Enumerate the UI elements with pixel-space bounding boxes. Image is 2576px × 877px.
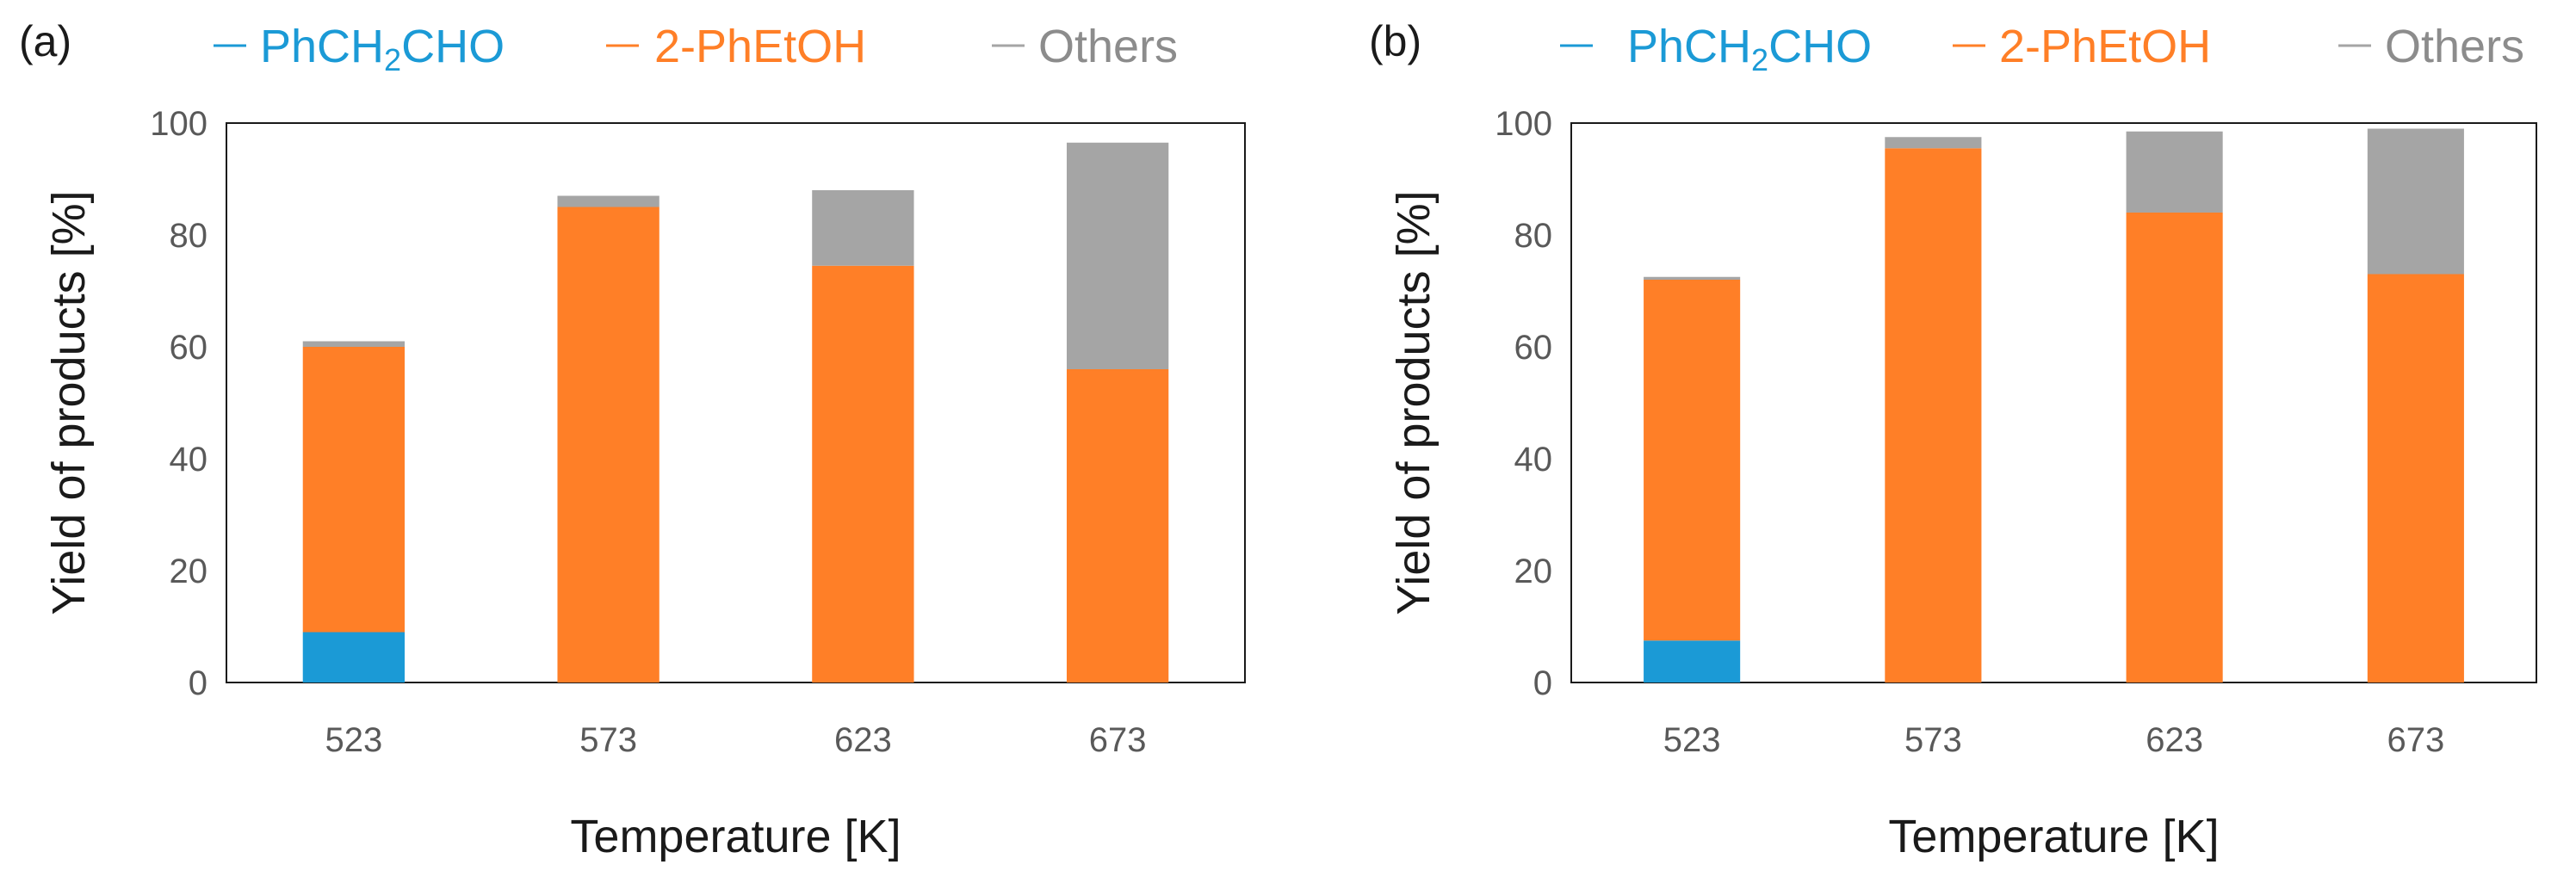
x-tick-label: 573 — [579, 721, 637, 759]
bar-2-phetoh-623 — [2126, 213, 2223, 682]
y-axis-title-b: Yield of products [%] — [1388, 190, 1440, 615]
bar-2-phetoh-573 — [1885, 148, 1982, 682]
x-axis-title-a: Temperature [K] — [570, 811, 901, 862]
bar-2-phetoh-523 — [1644, 280, 1741, 641]
bar-others-623 — [2126, 131, 2223, 213]
y-tick-label: 0 — [189, 664, 207, 702]
legend-label-2-phetoh: 2-PhEtOH — [1999, 21, 2211, 72]
plot-frame — [1570, 122, 2537, 683]
plot-area-a: 0 20 40 60 80 100 523 573 623 673 — [150, 105, 1246, 759]
legend-item-phch2cho: PhCH2CHO — [214, 21, 505, 77]
bar-2-phetoh-523 — [302, 347, 406, 633]
y-tick-label: 20 — [1514, 553, 1553, 590]
y-tick-label: 100 — [1495, 105, 1552, 143]
y-tick-label: 60 — [170, 329, 208, 367]
bar-2-phetoh-623 — [812, 265, 914, 682]
y-tick-label: 80 — [170, 217, 208, 255]
legend-label-phch2cho: PhCH2CHO — [260, 21, 505, 77]
x-tick-label: 673 — [1089, 721, 1147, 759]
plot-frame — [226, 122, 1246, 683]
x-tick-label: 573 — [1904, 721, 1962, 759]
panel-label-a: (a) — [19, 17, 71, 65]
bar-2-phetoh-573 — [557, 207, 659, 682]
bar-others-573 — [1885, 137, 1982, 149]
y-tick-label: 100 — [150, 105, 207, 143]
legend-a: PhCH2CHO 2-PhEtOH Others — [214, 21, 1178, 77]
bar-others-623 — [812, 190, 914, 266]
bar-2-phetoh-673 — [1066, 369, 1169, 682]
x-tick-label: 623 — [2146, 721, 2203, 759]
x-tick-label: 623 — [834, 721, 892, 759]
bar-others-673 — [1066, 142, 1169, 369]
y-tick-label: 0 — [1533, 664, 1552, 702]
legend-b: PhCH2CHO 2-PhEtOH Others — [1560, 21, 2524, 77]
chart-panel-a: (a) PhCH2CHO 2-PhEtOH Others Yield of pr… — [19, 17, 1246, 862]
legend-item-others: Others — [992, 21, 1178, 72]
bar-others-523 — [302, 341, 406, 347]
x-tick-label: 523 — [325, 721, 383, 759]
y-tick-label: 40 — [1514, 441, 1553, 479]
legend-item-2-phetoh: 2-PhEtOH — [606, 21, 866, 72]
legend-label-others: Others — [1038, 21, 1178, 72]
chart-panel-b: (b) PhCH2CHO 2-PhEtOH Others Yield of pr… — [1369, 17, 2537, 862]
plot-area-b: 0 20 40 60 80 100 523 573 623 673 — [1495, 105, 2537, 759]
bar-others-573 — [557, 195, 659, 207]
legend-item-others: Others — [2338, 21, 2524, 72]
x-tick-label: 673 — [2387, 721, 2445, 759]
legend-label-2-phetoh: 2-PhEtOH — [654, 21, 866, 72]
bar-2-phetoh-673 — [2367, 274, 2464, 682]
legend-label-phch2cho: PhCH2CHO — [1627, 21, 1872, 77]
y-tick-label: 80 — [1514, 217, 1553, 255]
bar-others-523 — [1644, 276, 1741, 280]
bar-others-673 — [2367, 128, 2464, 275]
y-axis-title-a: Yield of products [%] — [43, 190, 95, 615]
x-axis-title-b: Temperature [K] — [1888, 811, 2219, 862]
y-tick-label: 60 — [1514, 329, 1553, 367]
y-tick-label: 40 — [170, 441, 208, 479]
y-tick-label: 20 — [170, 553, 208, 590]
bar-phch2cho-523 — [1644, 640, 1741, 682]
panel-label-b: (b) — [1369, 17, 1421, 65]
bar-phch2cho-523 — [302, 632, 406, 682]
x-tick-label: 523 — [1663, 721, 1721, 759]
legend-label-others: Others — [2385, 21, 2524, 72]
legend-item-phch2cho: PhCH2CHO — [1560, 21, 1872, 77]
legend-item-2-phetoh: 2-PhEtOH — [1953, 21, 2211, 72]
